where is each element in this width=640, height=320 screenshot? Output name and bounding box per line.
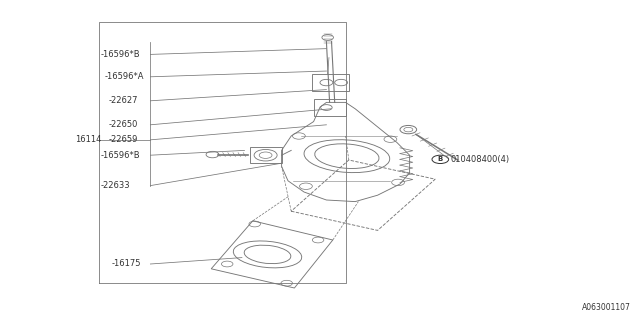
Text: 16114: 16114 (76, 135, 102, 144)
Text: -22650: -22650 (109, 120, 138, 129)
Text: A063001107: A063001107 (582, 303, 630, 312)
Text: 010408400(4): 010408400(4) (451, 155, 509, 164)
Text: -22627: -22627 (109, 96, 138, 105)
Text: -22659: -22659 (109, 135, 138, 144)
Text: -16596*B: -16596*B (100, 151, 140, 160)
Text: -22633: -22633 (100, 181, 130, 190)
Text: B: B (438, 156, 443, 162)
Text: -16175: -16175 (112, 260, 141, 268)
Text: -16596*A: -16596*A (105, 72, 145, 81)
Text: -16596*B: -16596*B (100, 50, 140, 59)
